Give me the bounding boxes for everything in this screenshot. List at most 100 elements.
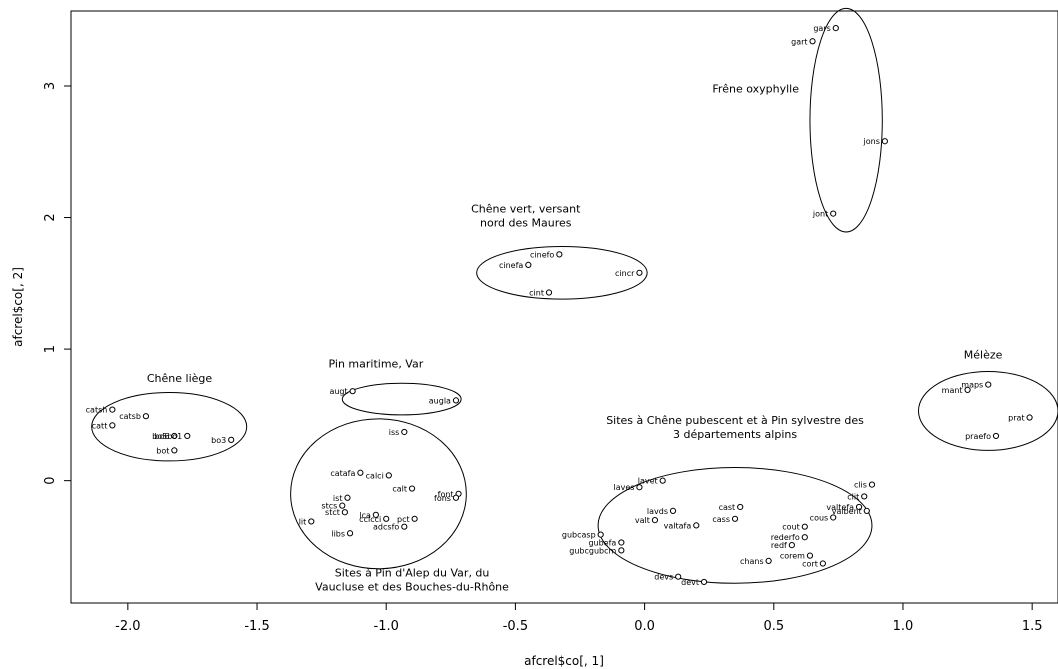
- data-point: [809, 38, 816, 45]
- data-point: [806, 552, 814, 559]
- x-tick-label: 1.0: [893, 619, 914, 634]
- data-point: [383, 515, 390, 522]
- group-ellipse: [809, 7, 883, 233]
- data-point: [344, 494, 351, 501]
- point-label: calci: [366, 471, 384, 480]
- group-ellipses: [91, 7, 1058, 584]
- group-label: Sites à Chêne pubescent et à Pin sylvest…: [606, 414, 864, 441]
- data-point: [171, 447, 178, 454]
- group-label: Pin maritime, Var: [329, 358, 424, 371]
- data-point: [765, 557, 772, 565]
- point-label: rederfo: [771, 533, 800, 542]
- data-point: [830, 514, 837, 521]
- x-tick-label: -1.5: [244, 619, 269, 634]
- point-label: lavet: [638, 477, 658, 486]
- point-label: chans: [740, 557, 764, 566]
- data-point: [408, 485, 416, 492]
- y-tick-label: 2: [43, 213, 58, 221]
- point-label: mant: [942, 386, 963, 395]
- point-label: corem: [780, 552, 805, 561]
- point-label: adcsfo: [373, 523, 399, 532]
- data-point: [675, 573, 682, 580]
- data-point: [788, 542, 795, 549]
- point-label: bo5bo1: [152, 432, 182, 441]
- data-point: [171, 432, 178, 440]
- point-label: gubcgubcm: [569, 546, 616, 555]
- group-label: Frêne oxyphylle: [712, 83, 799, 96]
- data-point: [556, 251, 563, 258]
- point-label: lavds: [647, 507, 668, 516]
- point-label: bo6: [154, 432, 169, 441]
- data-point: [992, 432, 1000, 440]
- point-label: iss: [389, 428, 400, 437]
- point-label: libs: [331, 529, 345, 538]
- group-label: Chêne vert, versant nord des Maures: [471, 202, 581, 229]
- data-point: [830, 210, 837, 217]
- point-label: cinefo: [530, 250, 554, 259]
- data-point: [308, 518, 315, 525]
- point-label: gubcasp: [562, 531, 596, 540]
- group-ellipse: [917, 370, 1058, 451]
- data-point: [651, 517, 659, 524]
- group-ellipse: [341, 382, 462, 416]
- group-label: Mélèze: [964, 348, 1003, 361]
- point-label: lit: [299, 517, 307, 526]
- data-point: [731, 515, 739, 522]
- data-point: [452, 494, 460, 501]
- point-label: stct: [325, 508, 340, 517]
- data-point: [401, 428, 408, 436]
- data-point: [357, 469, 364, 476]
- group-label: Sites à Pin d'Alep du Var, du Vaucluse et…: [315, 567, 509, 594]
- data-point: [411, 515, 418, 522]
- point-label: catsb: [119, 412, 141, 421]
- data-point: [339, 502, 346, 509]
- point-label: catsh: [86, 406, 108, 415]
- y-axis: 0 1 2 3: [43, 82, 72, 485]
- data-point: [868, 481, 876, 488]
- x-tick-label: -2.0: [115, 619, 140, 634]
- point-label: calt: [392, 485, 407, 494]
- data-point: [228, 436, 235, 443]
- point-label: catafa: [330, 469, 355, 478]
- data-point: [109, 406, 116, 413]
- point-label: praefo: [965, 432, 991, 441]
- plot-area-frame: [70, 10, 1058, 604]
- data-point: [597, 531, 604, 538]
- x-tick-label: -1.0: [374, 619, 399, 634]
- data-point: [737, 503, 744, 511]
- group-ellipse: [476, 245, 648, 300]
- data-point: [346, 530, 354, 537]
- data-point: [700, 578, 708, 586]
- data-point: [142, 413, 150, 420]
- point-label: valt: [635, 516, 650, 525]
- data-point: [881, 138, 888, 145]
- data-point: [545, 289, 553, 296]
- data-point: [855, 503, 863, 511]
- y-axis-title: afcrel$co[, 2]: [11, 267, 25, 347]
- point-label: cint: [529, 289, 544, 298]
- point-label: cass: [712, 515, 730, 524]
- point-label: cincr: [615, 269, 635, 278]
- point-label: lca: [359, 511, 371, 520]
- data-point: [636, 484, 643, 491]
- point-label: cous: [810, 513, 829, 522]
- point-label: cinefa: [499, 261, 523, 270]
- x-axis-title: afcrel$co[, 1]: [524, 654, 604, 668]
- data-point: [669, 507, 677, 515]
- data-point: [184, 432, 191, 440]
- group-label: Chêne liège: [147, 372, 213, 385]
- point-label: catt: [92, 421, 108, 430]
- point-label: cast: [719, 503, 736, 512]
- point-label: bot: [156, 446, 169, 455]
- point-label: devs: [654, 573, 673, 582]
- point-label: bo3: [211, 436, 226, 445]
- x-tick-label: -0.5: [503, 619, 528, 634]
- point-label: augla: [429, 396, 451, 405]
- point-label: gubefa: [588, 538, 616, 547]
- group-ellipse: [91, 392, 248, 462]
- data-point: [819, 560, 826, 567]
- data-point: [525, 261, 532, 269]
- data-point: [618, 547, 625, 554]
- data-point: [341, 509, 348, 516]
